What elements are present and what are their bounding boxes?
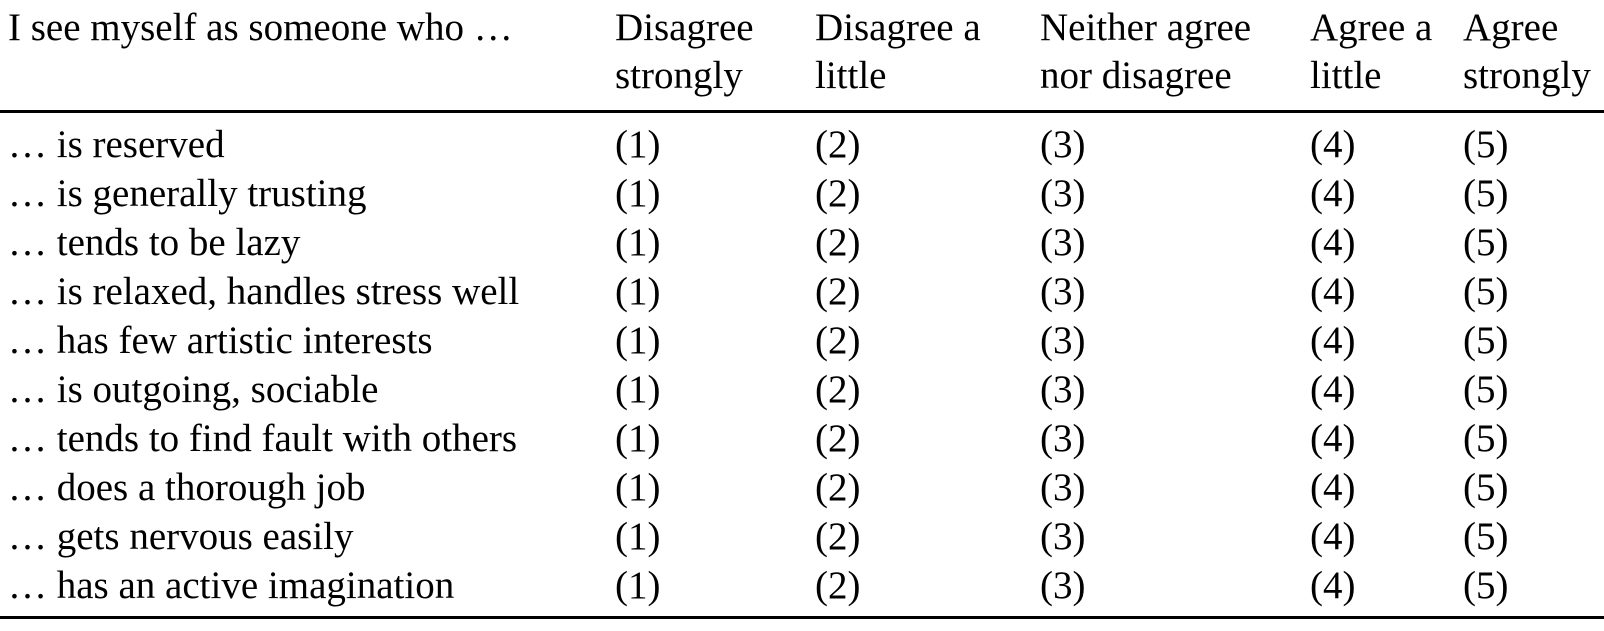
table-row-is-outgoing-sociable: … is outgoing, sociable (1) (2) (3) (4) … — [0, 365, 1604, 414]
rating-option-2: (2) — [815, 221, 861, 264]
rating-option-5: (5) — [1463, 515, 1509, 558]
column-header-item-stem: I see myself as someone who … — [0, 0, 615, 113]
rating-option-3: (3) — [1040, 123, 1086, 166]
table-row-does-a-thorough-job: … does a thorough job (1) (2) (3) (4) (5… — [0, 463, 1604, 512]
rating-option-3: (3) — [1040, 515, 1086, 558]
rating-option-3: (3) — [1040, 270, 1086, 313]
rating-option-1: (1) — [615, 172, 661, 215]
rating-option-1: (1) — [615, 123, 661, 166]
rating-option-1: (1) — [615, 368, 661, 411]
item-label: … gets nervous easily — [8, 515, 354, 558]
rating-option-4: (4) — [1310, 561, 1463, 619]
item-label: … is relaxed, handles stress well — [8, 270, 520, 313]
rating-option-5: (5) — [1463, 319, 1509, 362]
rating-option-1: (1) — [615, 515, 661, 558]
rating-option-2: (2) — [815, 466, 861, 509]
table-row-is-reserved: … is reserved (1) (2) (3) (4) (5) — [0, 112, 1604, 170]
table-row-gets-nervous-easily: … gets nervous easily (1) (2) (3) (4) (5… — [0, 512, 1604, 561]
rating-option-3: (3) — [1040, 466, 1086, 509]
table-header: I see myself as someone who … Disagree s… — [0, 0, 1604, 113]
table-row-has-an-active-imagination: … has an active imagination (1) (2) (3) … — [0, 561, 1604, 619]
rating-option-5: (5) — [1463, 466, 1509, 509]
item-label: … is generally trusting — [8, 172, 367, 215]
table-row-is-relaxed-handles-stress-well: … is relaxed, handles stress well (1) (2… — [0, 267, 1604, 316]
rating-option-1: (1) — [615, 221, 661, 264]
rating-option-5: (5) — [1463, 417, 1509, 460]
rating-option-2: (2) — [815, 561, 1040, 619]
rating-option-4: (4) — [1310, 172, 1356, 215]
table-row-has-few-artistic-interests: … has few artistic interests (1) (2) (3)… — [0, 316, 1604, 365]
rating-option-4: (4) — [1310, 270, 1356, 313]
column-header-disagree-a-little: Disagree a little — [815, 0, 1040, 113]
rating-option-2: (2) — [815, 368, 861, 411]
rating-option-3: (3) — [1040, 172, 1086, 215]
rating-option-1: (1) — [615, 319, 661, 362]
rating-option-2: (2) — [815, 270, 861, 313]
rating-option-4: (4) — [1310, 515, 1356, 558]
rating-option-2: (2) — [815, 515, 861, 558]
column-header-neither-agree-nor-disagree: Neither agree nor disagree — [1040, 0, 1310, 113]
item-label: … tends to be lazy — [8, 221, 301, 264]
rating-option-3: (3) — [1040, 417, 1086, 460]
item-label: … is reserved — [8, 123, 225, 166]
table-row-is-generally-trusting: … is generally trusting (1) (2) (3) (4) … — [0, 169, 1604, 218]
rating-option-2: (2) — [815, 319, 861, 362]
column-header-agree-strongly: Agree strongly — [1463, 0, 1604, 113]
table-row-tends-to-find-fault-with-others: … tends to find fault with others (1) (2… — [0, 414, 1604, 463]
rating-option-2: (2) — [815, 417, 861, 460]
rating-option-4: (4) — [1310, 221, 1356, 264]
rating-option-3: (3) — [1040, 221, 1086, 264]
rating-option-1: (1) — [615, 270, 661, 313]
rating-option-4: (4) — [1310, 368, 1356, 411]
item-label: … does a thorough job — [8, 466, 366, 509]
item-label: … has few artistic interests — [8, 319, 433, 362]
item-label: … is outgoing, sociable — [8, 368, 379, 411]
rating-option-5: (5) — [1463, 561, 1604, 619]
rating-option-4: (4) — [1310, 123, 1356, 166]
table-body: … is reserved (1) (2) (3) (4) (5) … is g… — [0, 112, 1604, 619]
rating-option-5: (5) — [1463, 270, 1509, 313]
rating-option-3: (3) — [1040, 319, 1086, 362]
item-label: … has an active imagination — [0, 561, 615, 619]
header-row: I see myself as someone who … Disagree s… — [0, 0, 1604, 113]
table-row-tends-to-be-lazy: … tends to be lazy (1) (2) (3) (4) (5) — [0, 218, 1604, 267]
rating-option-5: (5) — [1463, 123, 1509, 166]
rating-option-4: (4) — [1310, 466, 1356, 509]
rating-option-4: (4) — [1310, 319, 1356, 362]
rating-option-2: (2) — [815, 172, 861, 215]
column-header-disagree-strongly: Disagree strongly — [615, 0, 815, 113]
rating-option-3: (3) — [1040, 561, 1310, 619]
item-label: … tends to find fault with others — [8, 417, 518, 460]
rating-option-1: (1) — [615, 417, 661, 460]
rating-option-1: (1) — [615, 466, 661, 509]
rating-option-4: (4) — [1310, 417, 1356, 460]
rating-option-5: (5) — [1463, 221, 1509, 264]
rating-option-5: (5) — [1463, 368, 1509, 411]
rating-option-5: (5) — [1463, 172, 1509, 215]
column-header-agree-a-little: Agree a little — [1310, 0, 1463, 113]
rating-option-2: (2) — [815, 123, 861, 166]
rating-option-3: (3) — [1040, 368, 1086, 411]
rating-option-1: (1) — [615, 561, 815, 619]
